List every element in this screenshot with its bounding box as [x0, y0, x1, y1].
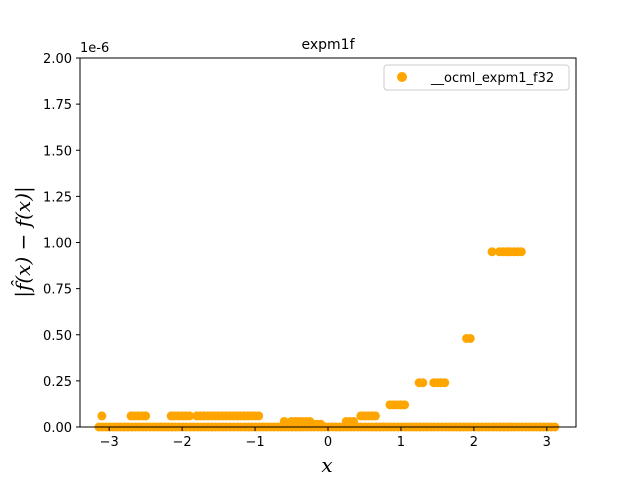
legend-box — [383, 64, 570, 91]
x-tick-label: −2 — [173, 435, 192, 450]
y-offset-text: 1e-6 — [80, 41, 109, 56]
data-point — [465, 333, 475, 343]
legend-label: __ocml_expm1_f32 — [430, 71, 554, 86]
legend: __ocml_expm1_f32 — [383, 64, 570, 91]
x-tick-label: −1 — [245, 435, 264, 450]
data-point — [418, 378, 428, 388]
data-point — [254, 411, 264, 421]
y-tick-label: 1.75 — [43, 98, 72, 113]
y-axis-label: |f̂(x) − f(x)| — [11, 186, 36, 298]
data-point — [400, 400, 410, 410]
y-tick-label: 0.25 — [43, 375, 72, 390]
x-tick-label: 1 — [397, 435, 405, 450]
y-tick-label: 1.25 — [43, 190, 72, 205]
y-tick-label: 1.50 — [43, 144, 72, 159]
y-tick-label: 0.00 — [43, 421, 72, 436]
data-point — [349, 416, 359, 426]
x-tick-label: 0 — [324, 435, 332, 450]
y-tick-label: 1.00 — [43, 237, 72, 252]
x-tick-label: 3 — [543, 435, 551, 450]
data-point — [440, 378, 450, 388]
y-tick-label: 0.50 — [43, 329, 72, 344]
chart-title: expm1f — [301, 37, 355, 53]
legend-marker — [397, 72, 407, 82]
data-point — [141, 411, 151, 421]
data-point — [279, 416, 289, 426]
x-tick-label: 2 — [470, 435, 478, 450]
data-point — [97, 411, 107, 421]
data-point — [487, 247, 497, 257]
y-tick-label: 0.75 — [43, 283, 72, 298]
data-point — [516, 247, 526, 257]
data-point — [316, 419, 326, 429]
x-tick-label: −3 — [100, 435, 119, 450]
data-point — [370, 411, 380, 421]
y-tick-label: 2.00 — [43, 52, 72, 67]
y-axis-ticks: 0.00 0.25 0.50 0.75 1.00 1.25 1.50 1.75 2.00 — [43, 52, 80, 436]
x-axis-label: x — [321, 453, 332, 477]
data-point — [184, 411, 194, 421]
x-axis-ticks: −3 −2 −1 0 1 2 3 — [100, 427, 551, 450]
